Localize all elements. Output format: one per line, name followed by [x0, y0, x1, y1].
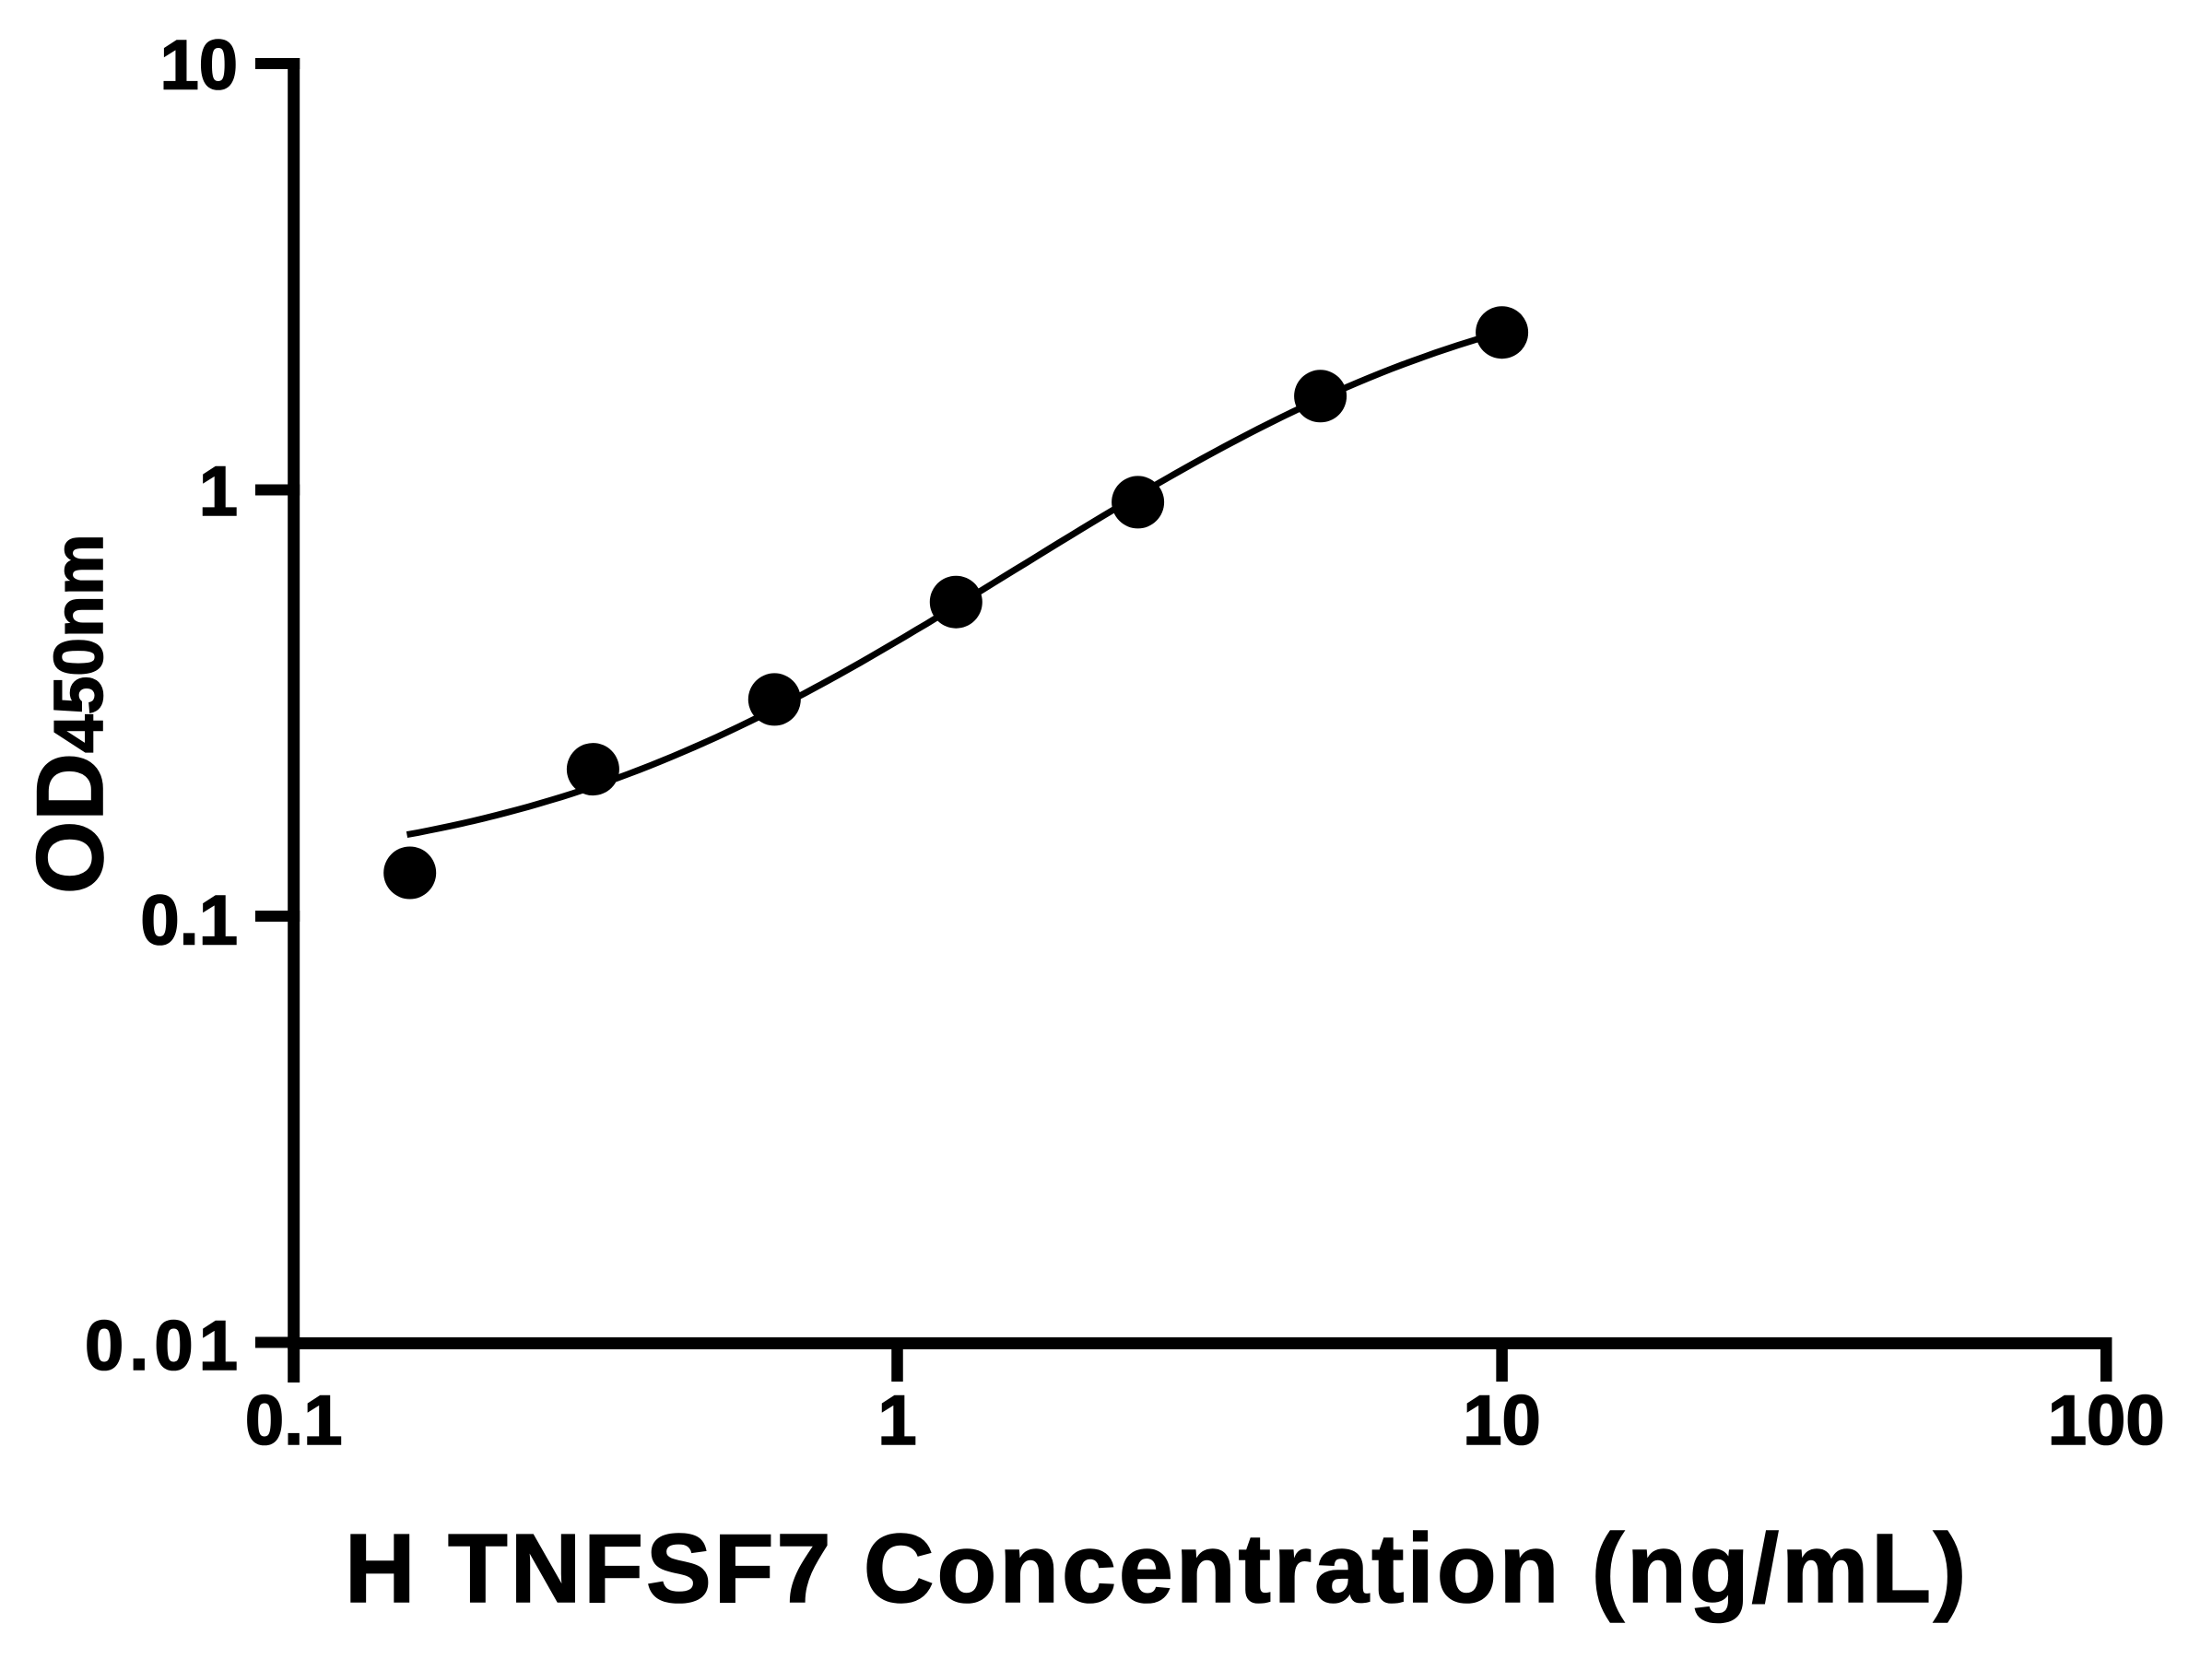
svg-text:10: 10: [1463, 1382, 1541, 1460]
svg-text:0.01: 0.01: [85, 1307, 238, 1385]
svg-text:100: 100: [2048, 1382, 2165, 1460]
svg-text:0.1: 0.1: [245, 1382, 343, 1460]
svg-text:1: 1: [199, 453, 238, 531]
svg-text:10: 10: [159, 27, 238, 105]
svg-text:1: 1: [877, 1382, 916, 1460]
svg-text:0.1: 0.1: [140, 882, 238, 960]
svg-text:OD450nm: OD450nm: [18, 534, 123, 894]
svg-text:H TNFSF7 Concentration (ng/mL): H TNFSF7 Concentration (ng/mL): [345, 1514, 1969, 1623]
